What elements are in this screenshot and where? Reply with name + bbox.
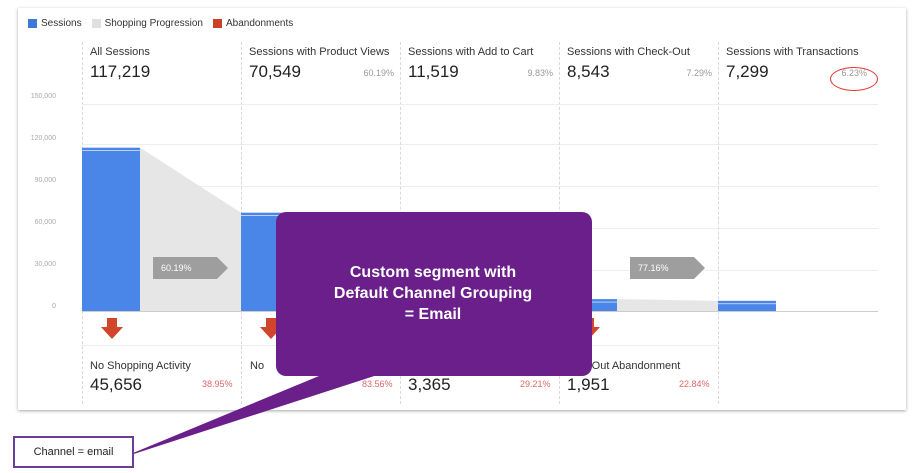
y-tick-label: 90,000 [34,177,56,184]
abandonment-percent: 83.56% [362,379,393,389]
y-tick-label: 0 [52,303,56,310]
channel-filter-label: Channel = email [13,436,134,468]
stage-percent: 9.83% [527,68,553,78]
abandonment-percent: 38.95% [202,379,233,389]
stage-label: Sessions with Add to Cart [408,46,534,58]
legend-swatch-abandonments [212,19,222,28]
abandonment-value: 45,656 [90,375,142,394]
sessions-bar[interactable] [82,147,140,311]
abandonment-arrow-icon [101,318,123,339]
abandonment-label: ck-Out Abandonment [577,360,681,372]
abandonment-label: No Shopping Activity [90,360,191,372]
abandonment-arrow-icon [260,318,282,339]
stage-value: 70,549 [249,62,301,81]
gridline [82,144,878,145]
stage-all-sessions[interactable]: All Sessions 117,219 [82,34,241,104]
abandonment-percent: 29.21% [520,379,551,389]
legend-label: Sessions [41,18,82,29]
legend-item-sessions[interactable]: Sessions [28,18,82,29]
progression-flow [617,299,718,311]
legend-swatch-progression [91,19,101,28]
highlight-ring [830,67,878,91]
stage-value: 11,519 [408,62,459,81]
header-divider [82,104,878,105]
stage-label: Sessions with Check-Out [567,46,690,58]
stage-label: Sessions with Transactions [726,46,859,58]
column-separator [718,42,719,404]
legend-label: Abandonments [225,18,294,29]
y-tick-label: 150,000 [30,93,56,100]
sessions-bar[interactable] [718,300,776,311]
abandonment-value: 1,951 [567,375,610,394]
abandonment-label: No [250,360,265,372]
y-tick-label: 60,000 [34,219,56,226]
legend-item-abandonments[interactable]: Abandonments [212,18,294,29]
stage-value: 7,299 [726,62,769,81]
stage-percent: 60.19% [363,68,394,78]
legend-swatch-sessions [28,19,37,28]
legend-label: Shopping Progression [104,18,203,29]
stage-product-views[interactable]: Sessions with Product Views 70,549 60.19… [241,34,400,104]
legend-item-shopping-progression[interactable]: Shopping Progression [91,18,203,29]
stage-value: 117,219 [90,62,151,81]
progression-tag: 77.16% [630,257,705,279]
callout-text: Custom segment with Default Channel Grou… [333,264,533,323]
y-tick-label: 120,000 [30,135,56,142]
y-tick-label: 30,000 [34,261,56,268]
progression-tag: 60.19% [153,257,228,279]
abandonment-percent: 22.84% [679,379,710,389]
stage-label: Sessions with Product Views [249,46,390,58]
stage-check-out[interactable]: Sessions with Check-Out 8,543 7.29% [559,34,718,104]
stage-value: 8,543 [567,62,610,81]
abandonment-value: 3,365 [408,375,451,394]
stage-percent: 7.29% [686,68,712,78]
gridline [82,186,878,187]
stage-add-to-cart[interactable]: Sessions with Add to Cart 11,519 9.83% [400,34,559,104]
chart-legend: Sessions Shopping Progression Abandonmen… [28,18,293,29]
stage-label: All Sessions [90,46,150,58]
